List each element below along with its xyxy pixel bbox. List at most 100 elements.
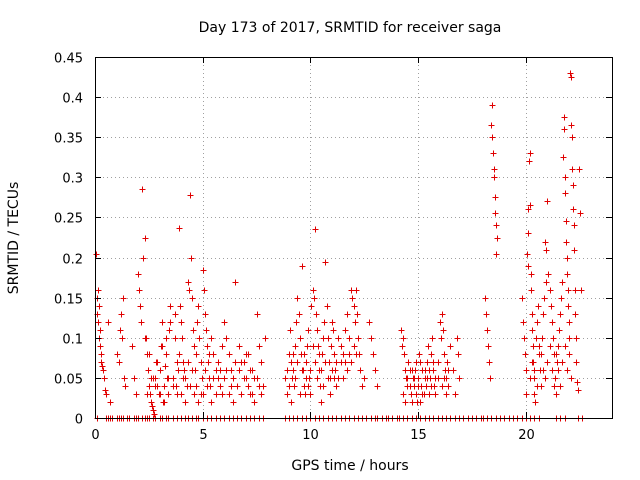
data-point: [456, 375, 463, 382]
data-point: [131, 375, 138, 382]
data-point: [519, 295, 526, 302]
y-tick-label: 0.45: [54, 52, 83, 67]
data-point: [357, 367, 364, 374]
data-point: [534, 383, 541, 390]
y-axis-title: SRMTID / TECUs: [6, 182, 22, 295]
data-point: [223, 367, 230, 374]
data-point: [342, 359, 349, 366]
data-point: [368, 335, 375, 342]
data-point: [161, 383, 168, 390]
data-point: [344, 367, 351, 374]
grid-layer: [95, 57, 612, 418]
data-point: [193, 351, 200, 358]
data-point: [318, 367, 325, 374]
y-tick-label: 0.25: [54, 212, 83, 227]
data-point: [409, 367, 416, 374]
data-point: [525, 206, 532, 213]
data-point: [573, 335, 580, 342]
data-point: [555, 367, 562, 374]
data-point: [290, 351, 297, 358]
data-point: [201, 287, 208, 294]
data-point: [538, 351, 545, 358]
data-point: [294, 295, 301, 302]
data-point: [492, 194, 499, 201]
data-point: [400, 335, 407, 342]
data-point: [182, 399, 189, 406]
data-point: [187, 383, 194, 390]
data-point: [483, 311, 490, 318]
data-point: [167, 303, 174, 310]
data-point: [99, 363, 106, 370]
x-tick-label: 15: [410, 428, 427, 443]
plot-frame: [95, 57, 613, 419]
data-point: [165, 375, 172, 382]
data-point: [570, 182, 577, 189]
data-point: [191, 391, 198, 398]
data-point: [142, 335, 149, 342]
data-point: [305, 327, 312, 334]
data-point: [440, 327, 447, 334]
data-point: [286, 383, 293, 390]
data-point: [219, 391, 226, 398]
data-point: [351, 303, 358, 310]
data-point: [175, 367, 182, 374]
data-point: [287, 327, 294, 334]
data-point: [316, 351, 323, 358]
y-tick-label: 0.2: [62, 253, 83, 268]
data-point: [148, 399, 155, 406]
data-point: [428, 383, 435, 390]
data-point: [238, 391, 245, 398]
data-point: [251, 399, 258, 406]
data-point: [157, 367, 164, 374]
data-point: [308, 303, 315, 310]
data-point: [151, 411, 158, 418]
data-point: [568, 122, 575, 129]
data-point: [199, 375, 206, 382]
data-point: [352, 319, 359, 326]
data-point: [566, 351, 573, 358]
data-point: [161, 399, 168, 406]
data-point: [544, 359, 551, 366]
data-point: [430, 367, 437, 374]
data-point: [120, 295, 127, 302]
y-tick-label: 0.05: [54, 373, 83, 388]
data-point: [549, 319, 556, 326]
data-point: [290, 367, 297, 374]
data-point: [524, 251, 531, 258]
x-tick-label: 5: [199, 428, 207, 443]
data-point: [577, 210, 584, 217]
data-point: [556, 327, 563, 334]
data-point: [324, 303, 331, 310]
data-point: [152, 383, 159, 390]
data-point: [545, 271, 552, 278]
data-point: [230, 375, 237, 382]
data-point: [455, 351, 462, 358]
data-point: [413, 391, 420, 398]
data-point: [486, 359, 493, 366]
data-point: [282, 375, 289, 382]
data-point: [314, 375, 321, 382]
data-point: [165, 391, 172, 398]
data-point: [558, 295, 565, 302]
data-point: [333, 383, 340, 390]
y-tick-label: 0.35: [54, 132, 83, 147]
data-point: [146, 383, 153, 390]
data-point: [195, 303, 202, 310]
data-point: [234, 383, 241, 390]
data-point: [570, 206, 577, 213]
data-point: [93, 251, 100, 258]
data-point: [313, 311, 320, 318]
data-point: [292, 343, 299, 350]
chart-title: Day 173 of 2017, SRMTID for receiver sag…: [199, 20, 502, 36]
data-point: [213, 391, 220, 398]
data-point: [258, 391, 265, 398]
data-point: [491, 166, 498, 173]
data-point: [493, 251, 500, 258]
y-tick-label: 0.15: [54, 293, 83, 308]
data-point: [547, 287, 554, 294]
data-point: [566, 319, 573, 326]
data-point: [307, 391, 314, 398]
data-point: [149, 403, 156, 410]
data-point: [96, 303, 103, 310]
data-point: [195, 399, 202, 406]
